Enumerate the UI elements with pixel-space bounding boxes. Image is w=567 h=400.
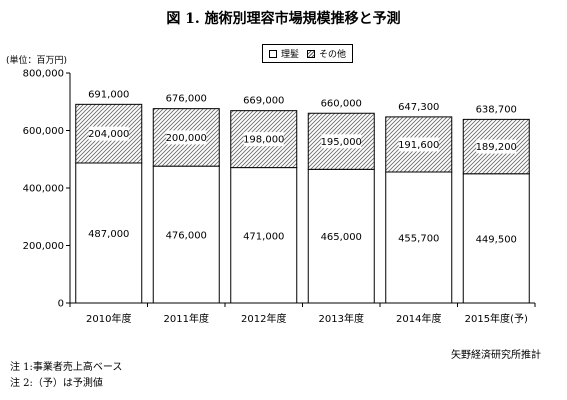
source-credit: 矢野経済研究所推計: [451, 350, 541, 361]
legend-label-barber: 理髪: [281, 50, 300, 60]
data-label-other: 204,000: [88, 129, 129, 140]
legend-swatch-other: [307, 49, 316, 58]
x-tick-label: 2014年度: [396, 312, 441, 325]
data-label-bg: [166, 130, 207, 145]
bar-barber: [462, 173, 530, 304]
bar-barber: [75, 162, 143, 304]
data-label-bg: [398, 137, 439, 152]
y-tick-label: 600,000: [23, 126, 64, 137]
y-tick-label: 200,000: [23, 241, 64, 252]
data-label-other: 189,200: [476, 142, 517, 153]
data-label-total: 647,300: [398, 102, 439, 113]
chart-title: 図 1. 施術別理容市場規模推移と予測: [166, 11, 401, 27]
bar-barber: [152, 165, 220, 304]
unit-label: (単位：百万円): [6, 56, 68, 66]
data-label-other: 195,000: [321, 137, 362, 148]
data-label-bg: [88, 126, 129, 141]
bar-barber: [230, 167, 298, 304]
legend-label-other: その他: [319, 50, 347, 60]
x-tick-label: 2015年度(予): [465, 312, 528, 325]
data-label-barber: 449,500: [476, 234, 517, 245]
x-tick-label: 2012年度: [241, 312, 286, 325]
data-label-total: 669,000: [243, 96, 284, 107]
data-label-total: 691,000: [88, 89, 129, 100]
bar-barber: [385, 171, 453, 304]
data-label-barber: 455,700: [398, 233, 439, 244]
data-label-bg: [476, 139, 517, 154]
note-2: 注 2:（予）は予測値: [10, 378, 103, 389]
data-label-barber: 465,000: [321, 232, 362, 243]
data-label-total: 660,000: [321, 98, 362, 109]
data-label-other: 198,000: [243, 135, 284, 146]
data-label-total: 676,000: [166, 94, 207, 105]
data-label-barber: 471,000: [243, 231, 284, 242]
bar-barber: [307, 168, 375, 304]
y-tick-label: 800,000: [23, 69, 64, 80]
y-tick-label: 0: [58, 299, 64, 310]
data-label-other: 191,600: [398, 140, 439, 151]
data-label-total: 638,700: [476, 104, 517, 115]
data-label-other: 200,000: [166, 133, 207, 144]
data-label-bg: [321, 134, 362, 149]
legend: 理髪 その他: [262, 44, 354, 63]
x-tick-label: 2011年度: [164, 312, 209, 325]
x-tick-label: 2010年度: [86, 312, 131, 325]
note-1: 注 1:事業者売上高ベース: [10, 362, 123, 373]
data-label-barber: 487,000: [88, 229, 129, 240]
y-tick-label: 400,000: [23, 184, 64, 195]
data-label-bg: [243, 132, 284, 147]
legend-swatch-barber: [269, 49, 277, 58]
x-tick-label: 2013年度: [319, 312, 364, 325]
data-label-barber: 476,000: [166, 231, 207, 242]
